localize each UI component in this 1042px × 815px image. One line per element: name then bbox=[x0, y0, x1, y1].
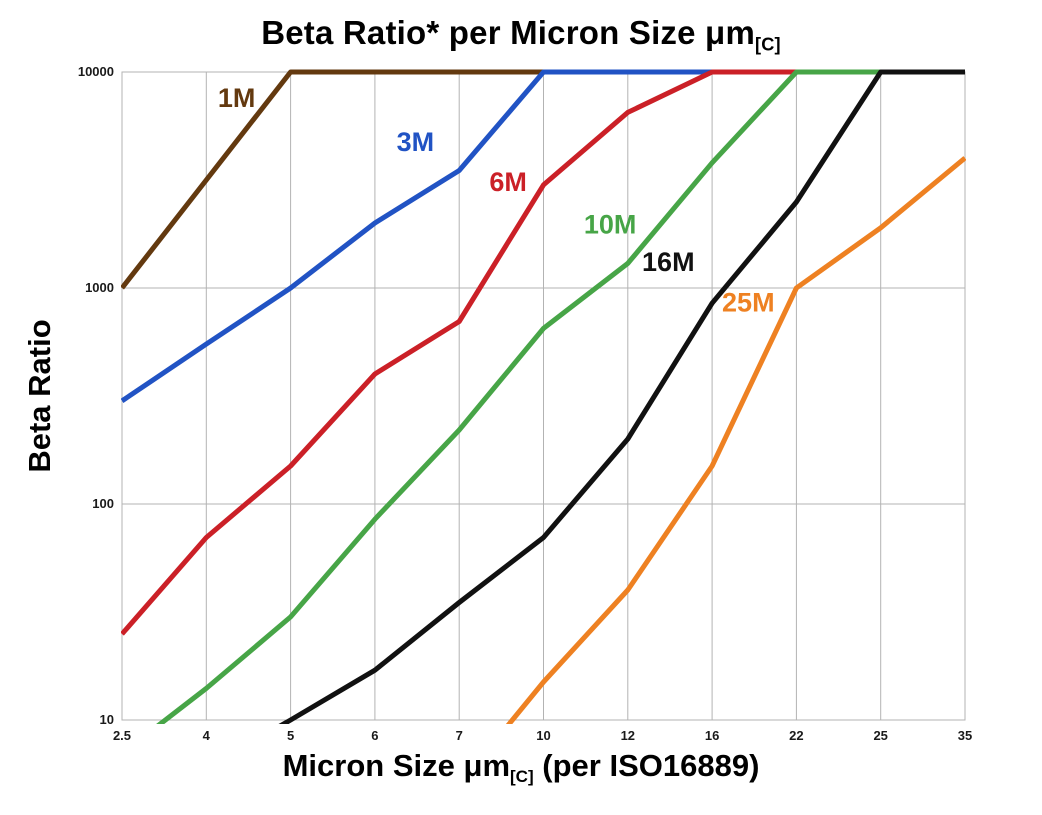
series-line-25M bbox=[505, 156, 966, 724]
series-lines-group bbox=[121, 69, 966, 724]
series-label-25M: 25M bbox=[722, 288, 775, 318]
series-label-3M: 3M bbox=[397, 127, 435, 157]
y-tick-label: 10 bbox=[100, 712, 114, 727]
series-line-10M bbox=[156, 69, 965, 724]
series-label-6M: 6M bbox=[489, 167, 527, 197]
x-tick-label: 6 bbox=[371, 728, 378, 743]
series-label-16M: 16M bbox=[642, 247, 695, 277]
x-tick-label: 35 bbox=[958, 728, 972, 743]
x-tick-label: 16 bbox=[705, 728, 719, 743]
series-label-1M: 1M bbox=[218, 83, 256, 113]
x-tick-label: 12 bbox=[621, 728, 635, 743]
x-axis-label-text: Micron Size μm bbox=[282, 748, 511, 783]
chart-title-text: Beta Ratio* per Micron Size μm bbox=[261, 14, 755, 51]
chart-title-subscript: [C] bbox=[755, 34, 781, 55]
y-tick-label: 10000 bbox=[78, 64, 114, 79]
series-line-16M bbox=[278, 69, 965, 724]
x-tick-label: 7 bbox=[456, 728, 463, 743]
y-tick-label: 100 bbox=[92, 496, 114, 511]
x-axis-label: Micron Size μm[C] (per ISO16889) bbox=[0, 748, 1042, 787]
series-label-10M: 10M bbox=[584, 209, 637, 239]
x-tick-label: 5 bbox=[287, 728, 294, 743]
x-tick-label: 25 bbox=[873, 728, 887, 743]
x-tick-label: 2.5 bbox=[113, 728, 131, 743]
y-axis-label: Beta Ratio bbox=[22, 319, 57, 473]
x-axis-label-suffix: (per ISO16889) bbox=[533, 748, 760, 783]
x-tick-label: 4 bbox=[203, 728, 211, 743]
y-tick-label: 1000 bbox=[85, 280, 114, 295]
x-tick-label: 22 bbox=[789, 728, 803, 743]
x-axis-label-subscript: [C] bbox=[510, 766, 534, 786]
x-tick-label: 10 bbox=[536, 728, 550, 743]
chart-title: Beta Ratio* per Micron Size μm[C] bbox=[0, 14, 1042, 55]
